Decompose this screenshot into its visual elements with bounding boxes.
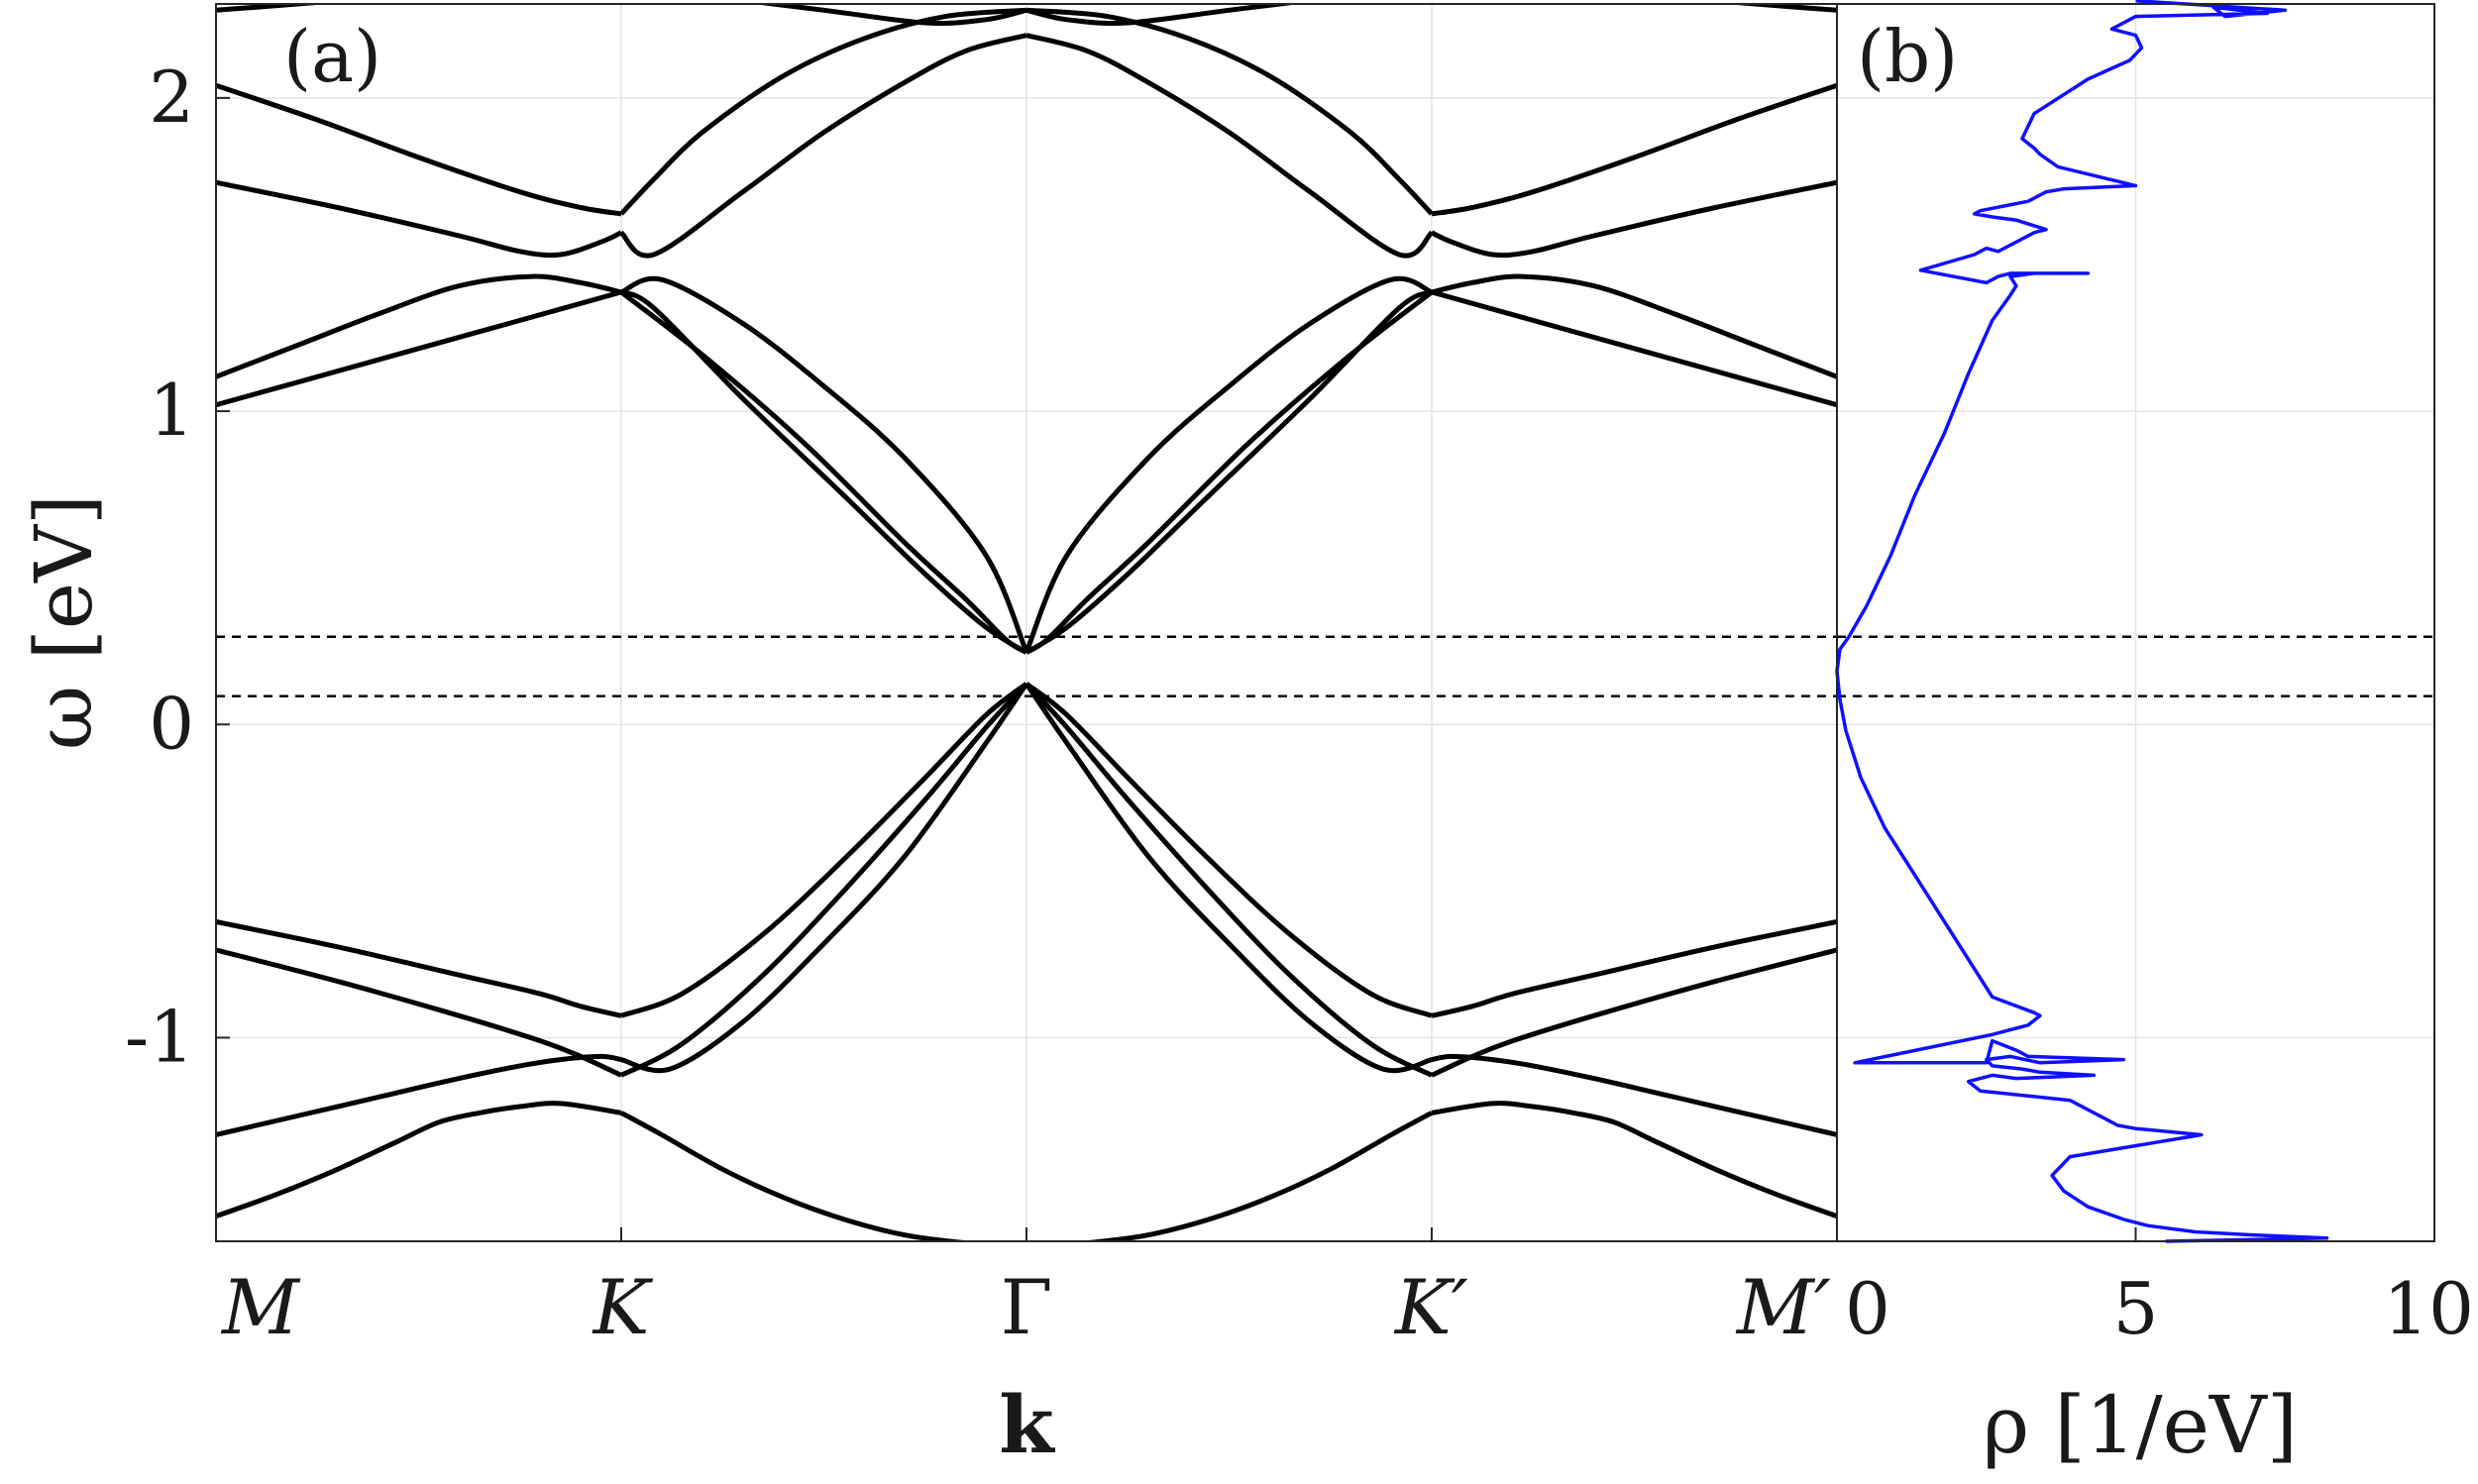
band-structure-curves <box>216 4 1837 1241</box>
band-curve-mirror <box>1074 1111 1434 1241</box>
band-curve-mirror <box>1024 682 1433 1018</box>
band-curve-mirror <box>1025 33 1434 259</box>
y-tick-label: 2 <box>149 55 194 139</box>
band-curve <box>619 682 1028 1078</box>
k-point-labels: M K Γ K′ M′ <box>215 1227 1838 1351</box>
band-curve-mirror <box>1431 1101 1837 1219</box>
y-tick-label: 0 <box>149 682 194 765</box>
band-curve <box>619 1111 979 1241</box>
y-tick-labels: 2 1 0 -1 <box>125 55 230 1078</box>
x-axis-label: k <box>999 1378 1055 1471</box>
band-curve-mirror <box>1431 82 1837 217</box>
band-curve <box>216 289 622 408</box>
y-tick-label: -1 <box>125 995 194 1078</box>
band-curve <box>216 919 622 1018</box>
band-curve-mirror <box>1025 7 1434 216</box>
band-curve-mirror <box>1431 1053 1837 1137</box>
panel-b-reference-lines <box>1837 635 2434 698</box>
panel-a-plot: 2 1 0 -1 M K Γ K′ M′ (a) k ω [eV] <box>18 3 1838 1471</box>
rho-tick-label: 10 <box>2383 1267 2474 1350</box>
dos-line <box>1835 0 2329 1243</box>
band-curve-mirror <box>1430 947 1837 1078</box>
rho-axis-label: ρ [1/eV] <box>1983 1379 2298 1471</box>
band-curve <box>216 947 623 1078</box>
density-of-states-curve <box>1835 0 2329 1243</box>
k-point-label: Γ <box>1001 1263 1053 1351</box>
band-curve <box>216 1053 622 1137</box>
band-curve <box>216 179 623 259</box>
y-axis-label: ω [eV] <box>18 494 110 750</box>
band-curve <box>216 4 329 13</box>
band-curve-mirror <box>1024 682 1434 1078</box>
band-curve-mirror <box>1431 273 1837 379</box>
k-point-label: K′ <box>1393 1263 1468 1351</box>
band-curve <box>620 682 1029 1074</box>
band-curve <box>619 7 1027 216</box>
panel-a-label: (a) <box>283 15 381 98</box>
band-curve <box>619 33 1027 259</box>
panel-a-reference-lines <box>216 635 1837 698</box>
band-curve-mirror <box>1430 179 1837 259</box>
band-curve-mirror <box>1431 289 1837 408</box>
band-curve <box>619 289 1028 655</box>
band-curve <box>216 273 622 379</box>
rho-tick-label: 5 <box>2113 1267 2159 1350</box>
band-curve <box>619 275 1029 654</box>
band-curve-mirror <box>1723 4 1837 13</box>
k-point-label: M′ <box>1735 1263 1831 1351</box>
band-curve-mirror <box>1024 682 1433 1074</box>
k-point-label: M <box>220 1263 301 1351</box>
band-curve <box>216 82 622 217</box>
panel-b-plot: 0 5 10 (b) ρ [1/eV] <box>1835 0 2474 1471</box>
y-tick-label: 1 <box>149 369 194 452</box>
band-curve-mirror <box>1431 919 1837 1018</box>
k-point-label: K <box>592 1263 654 1351</box>
band-curve-mirror <box>1024 289 1434 655</box>
band-curve <box>216 1101 622 1219</box>
panel-b-label: (b) <box>1857 15 1958 98</box>
rho-tick-label: 0 <box>1845 1267 1890 1350</box>
band-curve <box>620 682 1028 1018</box>
band-curve-mirror <box>1024 275 1434 654</box>
rho-tick-labels: 0 5 10 <box>1836 1227 2474 1350</box>
